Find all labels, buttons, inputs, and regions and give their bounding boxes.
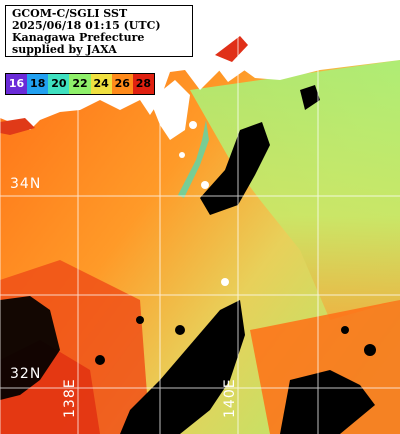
lat-label-32n: 32N [10, 366, 42, 382]
cloud-band-south [120, 300, 245, 434]
cloud-speck [95, 355, 105, 365]
info-line-product: GCOM-C/SGLI SST [12, 7, 128, 20]
legend-cell: 18 [27, 74, 49, 94]
island-oshima [189, 121, 197, 129]
info-line-timestamp: 2025/06/18 01:15 (UTC) [12, 19, 161, 32]
color-legend: 16 18 20 22 24 26 28 [5, 73, 155, 95]
info-box: GCOM-C/SGLI SST 2025/06/18 01:15 (UTC) K… [5, 5, 193, 57]
lon-label-138e: 138E [62, 378, 78, 418]
legend-cell: 26 [111, 74, 133, 94]
legend-cell: 16 [6, 74, 28, 94]
cloud-band-north [200, 122, 270, 215]
cloud-speck [175, 325, 185, 335]
cloud-patch-east [300, 85, 320, 110]
island-miyake [201, 181, 209, 189]
lat-label-34n: 34N [10, 176, 42, 192]
cloud-patch-se [280, 370, 375, 434]
cloud-speck [136, 316, 144, 324]
lon-label-140e: 140E [222, 378, 238, 418]
bay-hot-water [215, 36, 248, 62]
info-line-credit: supplied by JAXA [12, 43, 117, 56]
coastal-hot-water [0, 118, 35, 135]
legend-cell: 20 [48, 74, 70, 94]
cloud-speck [364, 344, 376, 356]
cool-streak [178, 120, 209, 198]
cloud-patch-sw [0, 296, 60, 400]
legend-cell: 28 [132, 74, 154, 94]
info-line-region: Kanagawa Prefecture [12, 31, 145, 44]
island-hachijo [221, 278, 229, 286]
island-toshima [179, 152, 185, 158]
cloud-speck [341, 326, 349, 334]
legend-cell: 24 [90, 74, 112, 94]
legend-cell: 22 [69, 74, 91, 94]
cool-water-region [190, 60, 400, 320]
